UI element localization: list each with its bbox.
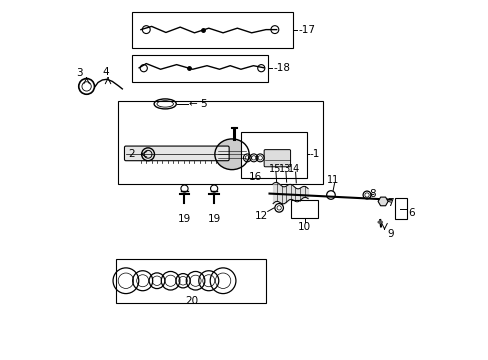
- Text: -18: -18: [272, 63, 289, 73]
- FancyBboxPatch shape: [124, 146, 229, 161]
- Bar: [290, 200, 317, 217]
- Text: 19: 19: [207, 213, 220, 224]
- Text: 7: 7: [386, 198, 393, 208]
- Text: 6: 6: [407, 208, 414, 218]
- Text: 4: 4: [102, 67, 109, 77]
- Bar: [118, 102, 323, 184]
- Text: -17: -17: [298, 24, 314, 35]
- Text: 10: 10: [297, 222, 310, 232]
- Ellipse shape: [377, 220, 382, 224]
- Bar: [132, 55, 267, 82]
- Text: 2: 2: [127, 149, 134, 159]
- Text: 13: 13: [278, 164, 290, 174]
- Bar: [394, 198, 406, 219]
- Bar: [132, 12, 292, 48]
- Text: 19: 19: [178, 213, 191, 224]
- Text: 9: 9: [386, 229, 393, 239]
- Text: ← 5: ← 5: [188, 99, 207, 109]
- Text: 12: 12: [255, 211, 268, 221]
- Text: 8: 8: [368, 189, 375, 199]
- Text: 14: 14: [288, 164, 300, 174]
- Text: 16: 16: [248, 172, 261, 182]
- Bar: [241, 132, 306, 178]
- Text: 15: 15: [268, 164, 281, 174]
- Ellipse shape: [215, 139, 248, 170]
- Text: 20: 20: [184, 296, 198, 306]
- Text: 3: 3: [76, 68, 82, 78]
- FancyBboxPatch shape: [264, 150, 290, 167]
- Text: -1: -1: [309, 149, 319, 159]
- Bar: [116, 258, 265, 303]
- Text: 11: 11: [326, 175, 339, 185]
